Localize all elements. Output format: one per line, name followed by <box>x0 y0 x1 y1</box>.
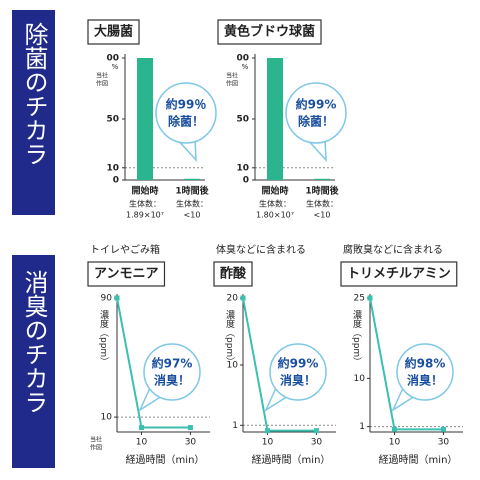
marker <box>114 295 120 301</box>
note: 作図 <box>90 444 102 452</box>
title-box <box>340 261 458 287</box>
title-box <box>87 261 166 287</box>
bubble <box>155 82 217 144</box>
bubble <box>285 82 347 144</box>
y-tick-label: 10 <box>354 374 366 384</box>
marker <box>440 426 446 432</box>
marker <box>391 426 397 432</box>
bar <box>267 58 283 180</box>
bubble <box>396 343 454 401</box>
marker <box>240 295 246 301</box>
bar <box>137 58 153 180</box>
count-value: <10 <box>184 211 201 220</box>
subtitle: 腐敗臭などに含まれる <box>343 243 443 256</box>
y-tick-label: 90 <box>101 294 113 304</box>
x-tick-label: 10 <box>389 438 401 448</box>
y-axis-label: 濃度（ppm） <box>351 309 362 366</box>
x-axis-label: 経過時間（min） <box>252 453 331 466</box>
title-box <box>217 19 322 45</box>
count-label: 生体数： <box>129 199 161 209</box>
banner-bg <box>12 10 55 215</box>
bubble-text: 除菌！ <box>298 114 334 129</box>
note: 当社 <box>90 436 102 444</box>
bar <box>314 178 330 180</box>
note: 作図 <box>96 80 108 88</box>
bubble-text: 消臭！ <box>280 373 316 388</box>
note: 作図 <box>226 80 238 88</box>
marker <box>187 425 193 431</box>
note: 当社 <box>226 72 238 80</box>
bubble <box>269 343 327 401</box>
y-tick-label: 1 <box>359 422 365 432</box>
banner-text: 除菌のチカラ <box>20 22 48 166</box>
chart-title: 酢酸 <box>220 266 247 282</box>
y-axis-label: 濃度（ppm） <box>224 309 235 366</box>
x-tick-label: 開始時 <box>131 185 158 197</box>
y-tick-label: 10 <box>236 163 249 173</box>
x-axis-label: 経過時間（min） <box>379 453 458 466</box>
marker <box>367 295 373 301</box>
x-axis-label: 経過時間（min） <box>126 453 205 466</box>
note: 当社 <box>96 72 108 80</box>
count-label: 生体数： <box>259 199 291 209</box>
y-tick-label: 10 <box>227 361 239 371</box>
y-tick-label: 00 <box>106 54 119 64</box>
banner-text: 消臭のチカラ <box>20 270 48 414</box>
chart-title: アンモニア <box>94 267 158 282</box>
subtitle: トイレやごみ箱 <box>90 243 160 256</box>
count-label: 生体数： <box>176 199 208 209</box>
marker <box>264 428 270 434</box>
bubble-text: 約99％ <box>166 97 207 112</box>
chart-title: トリメチルアミン <box>347 267 451 282</box>
chart-title: 大腸菌 <box>94 24 133 40</box>
y-tick-label: 0 <box>113 176 119 186</box>
bubble-text: 消臭！ <box>154 373 190 388</box>
bar <box>184 178 200 180</box>
bubble <box>143 343 201 401</box>
y-tick-label: 10 <box>101 413 113 423</box>
bubble-text: 約97% <box>152 356 193 371</box>
title-box <box>87 19 140 45</box>
x-tick-label: 30 <box>185 438 197 448</box>
marker <box>313 428 319 434</box>
bubble-text: 約99% <box>296 97 337 112</box>
banner-bg <box>12 255 55 468</box>
y-tick-label: 50 <box>236 115 249 125</box>
count-value: <10 <box>314 211 331 220</box>
marker <box>138 425 144 431</box>
y-tick-label: 00 <box>236 54 249 64</box>
y-tick-label: 25 <box>354 294 365 304</box>
x-tick-label: 30 <box>311 438 323 448</box>
bubble-text: 除菌！ <box>168 114 204 129</box>
y-tick-label: 10 <box>106 163 119 173</box>
unit: % <box>112 63 119 71</box>
y-tick-label: 1 <box>232 421 238 431</box>
chart-title: 黄色ブドウ球菌 <box>224 24 315 40</box>
count-value: 1.80×10⁷ <box>256 211 294 220</box>
x-tick-label: 開始時 <box>261 185 288 197</box>
bubble-text: 約98% <box>405 356 446 371</box>
count-label: 生体数： <box>306 199 338 209</box>
x-tick-label: 30 <box>438 438 450 448</box>
title-box <box>213 261 253 287</box>
y-tick-label: 50 <box>106 115 119 125</box>
subtitle: 体臭などに含まれる <box>216 243 306 256</box>
count-value: 1.89×10⁷ <box>126 211 164 220</box>
bubble-text: 約99% <box>278 356 319 371</box>
y-tick-label: 0 <box>243 176 249 186</box>
unit: % <box>242 63 249 71</box>
y-axis-label: 濃度（ppm） <box>98 309 109 366</box>
x-tick-label: 1時間後 <box>175 185 209 197</box>
bubble-text: 消臭！ <box>407 373 443 388</box>
x-tick-label: 10 <box>136 438 148 448</box>
x-tick-label: 10 <box>262 438 274 448</box>
y-tick-label: 20 <box>227 294 239 304</box>
x-tick-label: 1時間後 <box>305 185 339 197</box>
